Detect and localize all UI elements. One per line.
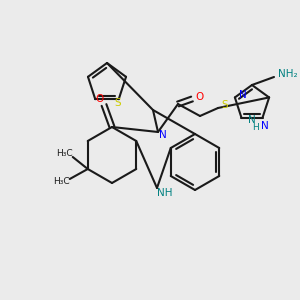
Text: O: O [195,92,203,102]
Text: NH: NH [157,188,173,198]
Text: H₃C: H₃C [53,176,70,185]
Text: S: S [114,98,121,108]
Text: N: N [239,90,247,100]
Text: NH₂: NH₂ [278,69,298,79]
Text: N: N [159,130,167,140]
Text: N: N [261,121,268,130]
Text: O: O [96,94,104,104]
Text: H₃C: H₃C [56,148,73,158]
Text: N: N [248,115,255,124]
Text: H: H [252,123,259,132]
Text: S: S [222,100,228,110]
